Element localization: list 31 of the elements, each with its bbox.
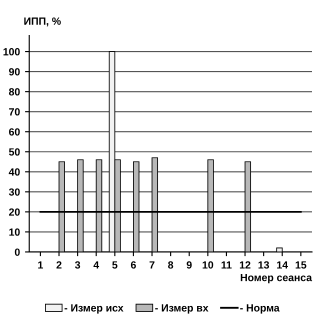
x-tick-label: 4 <box>93 261 100 269</box>
y-tick-label: 40 <box>8 168 20 176</box>
y-tick-label: 90 <box>9 68 20 76</box>
x-tick-label: 8 <box>168 261 174 269</box>
legend-label: - Измер исх <box>64 304 124 314</box>
y-tick-label: 0 <box>14 248 20 256</box>
legend-label: - Норма <box>240 304 280 314</box>
x-tick-label: 9 <box>186 261 192 269</box>
y-tick-label: 80 <box>8 88 20 96</box>
y-tick-label: 50 <box>8 148 20 156</box>
x-tick-label: 7 <box>150 261 154 269</box>
x-tick-label: 3 <box>74 261 80 269</box>
x-tick-label: 10 <box>202 261 214 269</box>
x-tick-label: 6 <box>130 261 136 269</box>
x-tick-label: 13 <box>258 261 270 269</box>
y-tick-label: 30 <box>8 188 20 196</box>
x-tick-label: 12 <box>240 261 250 269</box>
x-tick-label: 15 <box>296 261 306 269</box>
x-tick-label: 11 <box>222 261 232 269</box>
x-axis-title: Номер сеанса <box>240 274 312 284</box>
y-tick-label: 10 <box>9 228 20 236</box>
legend-label: - Измер вх <box>155 304 208 314</box>
x-tick-label: 14 <box>277 261 288 269</box>
y-tick-label: 100 <box>4 48 20 56</box>
x-tick-label: 1 <box>38 261 44 269</box>
y-tick-label: 70 <box>9 108 20 116</box>
x-tick-label: 5 <box>112 261 118 269</box>
y-tick-label: 20 <box>9 208 20 216</box>
x-tick-label: 2 <box>56 261 62 269</box>
y-tick-label: 60 <box>9 128 20 136</box>
y-axis-title: ИПП, % <box>24 17 61 26</box>
